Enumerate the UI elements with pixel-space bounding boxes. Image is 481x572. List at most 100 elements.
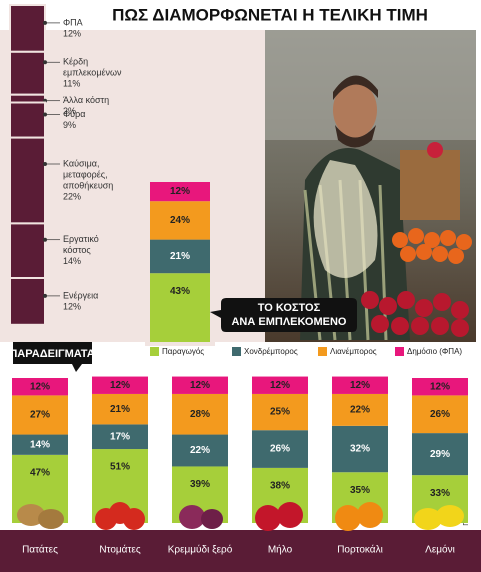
- bar-segment: [412, 395, 468, 434]
- connector-dot: [43, 237, 47, 242]
- orange-icon: [357, 502, 383, 528]
- value-label: 12%: [110, 380, 130, 391]
- value-label: 12%: [430, 381, 450, 392]
- breakdown-value: 11%: [63, 79, 80, 89]
- value-label: 27%: [30, 410, 50, 421]
- legend-label: Δημόσιο (ΦΠΑ): [407, 347, 462, 356]
- category-label: Μήλο: [268, 544, 293, 556]
- breakdown-label: μεταφορές,: [63, 169, 108, 179]
- callout-text: ΤΟ ΚΟΣΤΟΣ: [258, 302, 321, 314]
- value-label: 21%: [170, 251, 190, 262]
- value-label: 26%: [270, 444, 290, 455]
- category-label: Πορτοκάλι: [337, 544, 383, 556]
- value-label: 12%: [270, 380, 290, 391]
- value-label: 12%: [170, 186, 190, 197]
- breakdown-segment: [9, 50, 46, 96]
- photo: [265, 30, 476, 342]
- onion-icon: [201, 509, 223, 529]
- bar-segment: [332, 393, 388, 426]
- category-label: Πατάτες: [22, 544, 58, 556]
- legend-label: Λιανέμπορος: [330, 347, 377, 356]
- breakdown-segment: [9, 222, 46, 279]
- bar-segment: [252, 393, 308, 431]
- legend-swatch: [232, 347, 241, 356]
- value-label: 12%: [30, 381, 50, 392]
- callout-box: [210, 298, 357, 332]
- lemon-icon: [414, 508, 442, 530]
- legend-swatch: [150, 347, 159, 356]
- bar-segment: [12, 378, 68, 396]
- bottom-strip: [0, 530, 481, 572]
- apple-icon: [277, 502, 303, 528]
- title: ΠΩΣ ΔΙΑΜΟΡΦΩΝΕΤΑΙ Η ΤΕΛΙΚΗ ΤΙΜΗ: [112, 5, 428, 24]
- value-label: 38%: [270, 481, 290, 492]
- connector-dot: [43, 293, 47, 298]
- value-label: 25%: [270, 407, 290, 418]
- breakdown-value: 22%: [63, 191, 81, 201]
- bar-segment: [412, 378, 468, 396]
- bar-segment: [12, 434, 68, 455]
- breakdown-value: 9%: [63, 120, 76, 130]
- breakdown-value: 12%: [63, 28, 81, 38]
- value-label: 47%: [30, 467, 50, 478]
- examples-title: ΠΑΡΑΔΕΙΓΜΑΤΑ: [9, 348, 94, 360]
- connector-dot: [43, 60, 47, 65]
- breakdown-label: Ενέργεια: [63, 290, 98, 300]
- value-label: 33%: [430, 488, 450, 499]
- breakdown-label: Φύρα: [63, 109, 85, 119]
- bar-segment: [92, 376, 148, 394]
- callout-text: ΑΝΑ ΕΜΠΛΕΚΟΜΕΝΟ: [231, 316, 346, 328]
- breakdown-label: ΦΠΑ: [63, 17, 83, 27]
- value-label: 32%: [350, 444, 370, 455]
- value-label: 22%: [190, 445, 210, 456]
- breakdown-value: 12%: [63, 301, 81, 311]
- tomato-icon: [123, 508, 145, 530]
- lemon-icon: [436, 505, 464, 527]
- bar-segment: [332, 376, 388, 394]
- breakdown-segment: [9, 101, 46, 139]
- bar-segment: [172, 434, 228, 467]
- bar-segment: [332, 425, 388, 473]
- bar-segment: [150, 273, 210, 342]
- breakdown-segment: [9, 4, 46, 53]
- breakdown-segment: [9, 93, 46, 104]
- value-label: 29%: [430, 449, 450, 460]
- category-label: Ντομάτες: [99, 544, 141, 556]
- value-label: 51%: [110, 462, 130, 473]
- potato-icon: [38, 509, 64, 529]
- value-label: 24%: [170, 215, 190, 226]
- breakdown-segment: [9, 277, 46, 326]
- examples-box: [13, 342, 92, 372]
- value-label: 22%: [350, 405, 370, 416]
- potato-icon: [17, 504, 45, 526]
- breakdown-value: 2%: [63, 106, 76, 116]
- bar-segment: [150, 182, 210, 202]
- bar-segment: [150, 201, 210, 240]
- value-label: 43%: [170, 286, 190, 297]
- value-label: 39%: [190, 479, 210, 490]
- onion-icon: [179, 505, 205, 529]
- breakdown-label: αποθήκευση: [63, 180, 113, 190]
- breakdown-label: Κέρδη: [63, 57, 88, 67]
- breakdown-segment: [9, 136, 46, 225]
- value-label: 14%: [30, 439, 50, 450]
- connector-dot: [43, 112, 47, 117]
- legend-swatch: [318, 347, 327, 356]
- legend-swatch: [395, 347, 404, 356]
- apple-icon: [255, 505, 281, 531]
- value-label: 12%: [350, 380, 370, 391]
- value-label: 17%: [110, 431, 130, 442]
- legend-label: Παραγωγός: [162, 347, 204, 356]
- breakdown-label: κόστος: [63, 245, 91, 255]
- value-label: 12%: [190, 380, 210, 391]
- value-label: 26%: [430, 409, 450, 420]
- bar-segment: [172, 376, 228, 394]
- category-label: Κρεμμύδι ξερό: [168, 544, 233, 556]
- breakdown-value: 14%: [63, 256, 81, 266]
- legend-label: Χονδρέμπορος: [244, 347, 298, 356]
- value-label: 35%: [350, 485, 370, 496]
- bar-segment: [92, 393, 148, 425]
- bar-segment: [412, 433, 468, 476]
